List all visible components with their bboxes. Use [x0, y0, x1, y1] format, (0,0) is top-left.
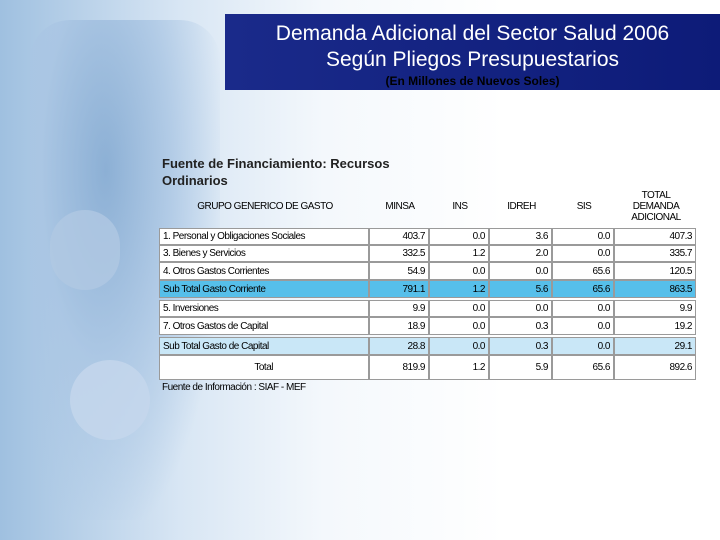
- cell-value: 0.0: [489, 262, 552, 280]
- cell-value: 0.0: [429, 228, 489, 245]
- column-header: INS: [452, 201, 468, 212]
- row-label: 7. Otros Gastos de Capital: [159, 317, 369, 335]
- row-label: Sub Total Gasto de Capital: [159, 337, 369, 355]
- cell-value: 65.6: [552, 355, 614, 380]
- cell-value: 892.6: [614, 355, 696, 380]
- cell-value: 0.3: [489, 337, 552, 355]
- cell-value: 0.3: [489, 317, 552, 335]
- cell-value: 5.6: [489, 280, 552, 298]
- cell-value: 1.2: [429, 280, 489, 298]
- title: Según Pliegos Presupuestarios: [325, 48, 619, 71]
- column-header: GRUPO GENERICO DE GASTO: [197, 201, 333, 212]
- cell-value: 2.0: [489, 245, 552, 262]
- column-header: IDREH: [507, 201, 536, 212]
- cell-value: 1.2: [429, 355, 489, 380]
- column-header: MINSA: [385, 201, 415, 212]
- cell-value: 9.9: [614, 300, 696, 317]
- cell-value: 18.9: [369, 317, 429, 335]
- cell-value: 0.0: [429, 317, 489, 335]
- cell-value: 3.6: [489, 228, 552, 245]
- row-label: Sub Total Gasto Corriente: [159, 280, 369, 298]
- cell-value: 332.5: [369, 245, 429, 262]
- column-header: SIS: [576, 201, 592, 212]
- cell-value: 65.6: [552, 262, 614, 280]
- cell-value: 28.8: [369, 337, 429, 355]
- cell-value: 0.0: [552, 337, 614, 355]
- cell-value: 819.9: [369, 355, 429, 380]
- cell-value: 65.6: [552, 280, 614, 298]
- row-label: 4. Otros Gastos Corrientes: [159, 262, 369, 280]
- row-label: Total: [159, 355, 369, 380]
- photo-face: [50, 210, 120, 290]
- cell-value: 54.9: [369, 262, 429, 280]
- title-banner: Demanda Adicional del Sector Salud 2006 …: [225, 14, 720, 90]
- cell-value: 0.0: [552, 245, 614, 262]
- footnote: Fuente de Información : SIAF - MEF: [162, 382, 306, 393]
- source-heading: Fuente de Financiamiento: Recursos Ordin…: [162, 156, 390, 188]
- cell-value: 407.3: [614, 228, 696, 245]
- title: Demanda Adicional del Sector Salud 2006: [275, 22, 670, 45]
- cell-value: 0.0: [429, 262, 489, 280]
- cell-value: 1.2: [429, 245, 489, 262]
- row-label: 3. Bienes y Servicios: [159, 245, 369, 262]
- cell-value: 791.1: [369, 280, 429, 298]
- cell-value: 0.0: [552, 317, 614, 335]
- cell-value: 403.7: [369, 228, 429, 245]
- photo-face: [70, 360, 150, 440]
- row-label: 5. Inversiones: [159, 300, 369, 317]
- cell-value: 5.9: [489, 355, 552, 380]
- cell-value: 335.7: [614, 245, 696, 262]
- column-header: TOTAL DEMANDA ADICIONAL: [631, 190, 681, 223]
- row-label: 1. Personal y Obligaciones Sociales: [159, 228, 369, 245]
- cell-value: 0.0: [429, 337, 489, 355]
- cell-value: 0.0: [429, 300, 489, 317]
- cell-value: 863.5: [614, 280, 696, 298]
- cell-value: 9.9: [369, 300, 429, 317]
- cell-value: 0.0: [552, 228, 614, 245]
- cell-value: 19.2: [614, 317, 696, 335]
- cell-value: 120.5: [614, 262, 696, 280]
- cell-value: 29.1: [614, 337, 696, 355]
- subtitle: (En Millones de Nuevos Soles): [385, 74, 560, 88]
- cell-value: 0.0: [552, 300, 614, 317]
- cell-value: 0.0: [489, 300, 552, 317]
